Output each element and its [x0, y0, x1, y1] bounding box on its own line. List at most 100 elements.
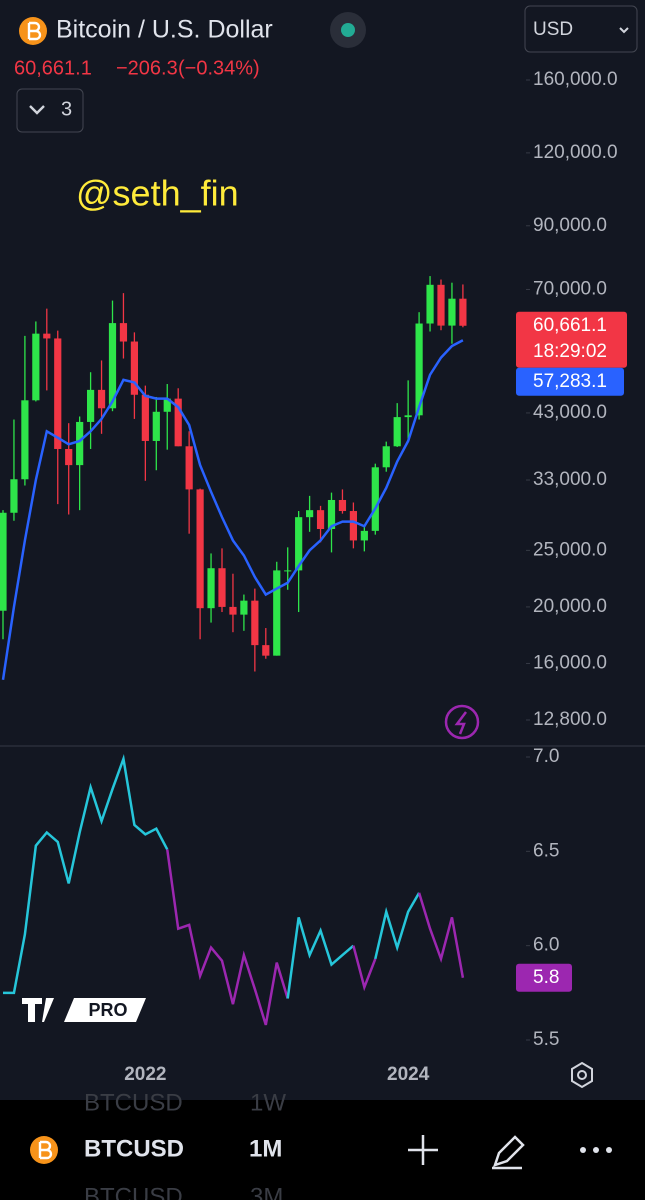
bottom-bar [0, 1100, 645, 1200]
candle-body [185, 446, 193, 490]
ma-label: 57,283.1 [533, 371, 607, 392]
indicator-tag [516, 963, 572, 992]
market-status-dot [341, 23, 355, 37]
plot: 160,000.0 120,000.0 90,000.0 70,000.0 43,000… [0, 69, 627, 1085]
y-tick-label: 16,000.0 [533, 652, 607, 673]
bitcoin-glyph [27, 21, 42, 41]
candle-body [65, 448, 73, 466]
candle-body [426, 284, 434, 324]
chevron [619, 27, 629, 34]
alert-icon[interactable] [444, 704, 480, 740]
y-tick-label: 160,000.0 [533, 69, 618, 90]
candle-body [87, 389, 95, 422]
indicator-line [3, 753, 169, 995]
candle-body [404, 415, 412, 418]
candle-body [448, 298, 456, 326]
x-tick-label: 2024 [387, 1064, 430, 1085]
candle-body [54, 338, 62, 449]
interval[interactable]: 1M [249, 1135, 282, 1162]
candle-body [207, 568, 215, 609]
candle-body [97, 389, 106, 409]
draw-button[interactable] [492, 1135, 525, 1170]
candle-body [295, 517, 303, 571]
indicator-label: 5.8 [533, 967, 559, 988]
ma-tag [516, 367, 624, 396]
indicator-line [286, 917, 355, 999]
price-change: −206.3 [116, 57, 178, 79]
candle-body [371, 467, 379, 531]
candle-body [306, 510, 314, 518]
candle-body [218, 568, 226, 607]
candle-body [382, 446, 390, 468]
candle-body [459, 298, 467, 326]
candle-body [174, 398, 182, 447]
candle-body [284, 570, 292, 572]
candle-body [327, 499, 336, 530]
settings-icon[interactable] [571, 1061, 593, 1089]
price-change-pct: (−0.34%) [178, 57, 260, 79]
symbol-title: Bitcoin / U.S. Dollar [56, 16, 273, 44]
candle-body [21, 400, 29, 480]
last-price-label: 60,661.1 [533, 315, 607, 336]
currency-select[interactable] [524, 5, 638, 53]
candle-body [349, 511, 357, 541]
bitcoin-glyph [38, 1140, 53, 1160]
watermark: @seth_fin [76, 173, 239, 214]
bolt [454, 711, 467, 735]
candle-body [240, 600, 248, 615]
y-tick-label: 6.0 [533, 935, 559, 956]
menu-item-faded: 1W [250, 1089, 286, 1116]
menu-item-faded: 3M [250, 1183, 283, 1200]
moving-average [1, 339, 464, 680]
indicators-toggle[interactable] [16, 88, 84, 133]
last-price: 60,661.1 [14, 57, 92, 79]
indicator-line [417, 892, 465, 978]
countdown: 18:29:02 [533, 341, 607, 362]
candle-body [108, 323, 117, 409]
candle-body [141, 394, 149, 441]
y-tick-label: 33,000.0 [533, 469, 607, 490]
pro-badge [64, 998, 146, 1022]
symbol[interactable]: BTCUSD [84, 1135, 184, 1162]
candle-body [437, 284, 445, 326]
add-button[interactable] [408, 1135, 438, 1165]
candle-body [273, 570, 281, 656]
indicators-count: 3 [61, 98, 72, 120]
last-price-tag [516, 311, 627, 368]
candle-body [393, 417, 401, 447]
y-tick-label: 6.5 [533, 840, 559, 861]
y-tick-label: 20,000.0 [533, 596, 607, 617]
y-tick-label: 70,000.0 [533, 278, 607, 299]
pro-label: PRO [88, 1000, 127, 1020]
candle-body [360, 530, 368, 541]
candle-body [10, 479, 18, 513]
tv-logo [22, 998, 54, 1022]
candle-body [262, 645, 270, 656]
candle-body [196, 489, 204, 609]
y-tick-label: 120,000.0 [533, 142, 618, 163]
indicator-line [352, 945, 377, 992]
y-tick-label: 90,000.0 [533, 215, 607, 236]
candle-body [163, 398, 171, 412]
chevron [29, 105, 45, 115]
indicator-line [374, 892, 421, 960]
candle-body [251, 600, 259, 646]
candle-body [0, 512, 7, 611]
more-button[interactable] [580, 1147, 612, 1153]
candle-body [76, 421, 84, 466]
y-tick-label: 25,000.0 [533, 539, 607, 560]
candle-body [32, 333, 40, 401]
indicator-line [166, 849, 289, 1026]
candle-body [130, 341, 138, 395]
candle-body [152, 411, 160, 441]
menu-item-faded: BTCUSD [84, 1183, 183, 1200]
y-tick-label: 5.5 [533, 1029, 559, 1050]
y-tick-label: 7.0 [533, 746, 559, 767]
candle-body [316, 510, 325, 530]
candle-body [338, 499, 347, 512]
y-tick-label: 12,800.0 [533, 709, 607, 730]
menu-item-faded: BTCUSD [84, 1089, 183, 1116]
candle-body [43, 333, 51, 339]
